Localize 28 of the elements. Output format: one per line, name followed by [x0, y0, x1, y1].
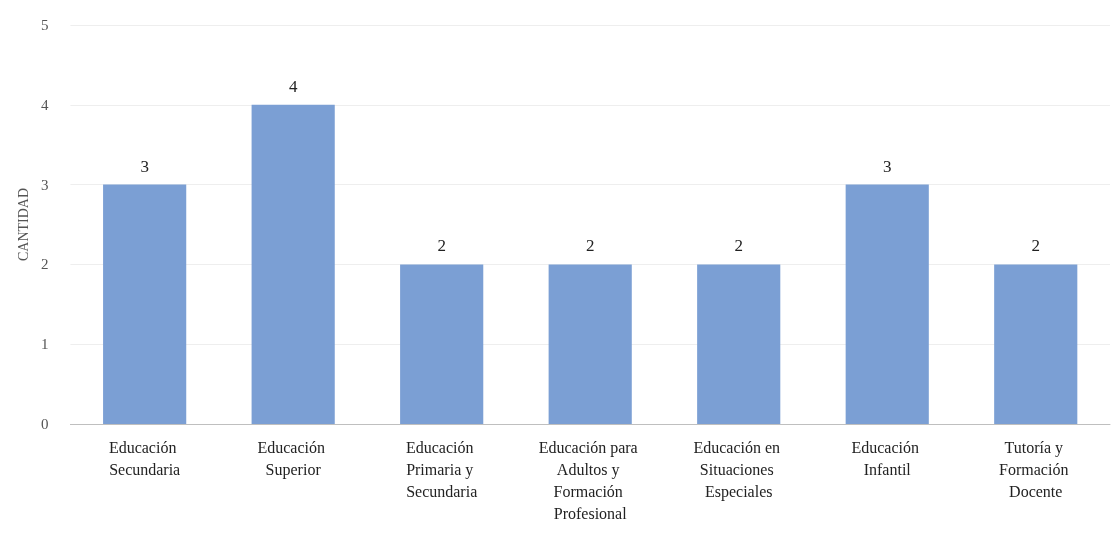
bar — [548, 264, 632, 424]
y-tick-label: 3 — [40, 176, 49, 193]
x-tick-label: Educación Infantil — [851, 438, 923, 478]
data-label: 2 — [1031, 236, 1040, 256]
x-tick-label: Tutoría y Formación Docente — [999, 438, 1073, 500]
bar — [994, 264, 1078, 424]
bar — [251, 104, 335, 424]
data-label: 2 — [585, 236, 595, 256]
bar — [400, 264, 484, 424]
data-label: 4 — [288, 76, 298, 96]
y-tick-label: 0 — [40, 416, 49, 432]
bar — [103, 184, 187, 424]
x-tick-label: Educación Secundaria — [108, 438, 181, 478]
y-axis-title: CANTIDAD — [15, 187, 31, 262]
x-tick-label: Educación Superior — [257, 438, 329, 479]
data-label: 2 — [437, 236, 446, 256]
y-tick-label: 5 — [40, 17, 49, 33]
data-label: 2 — [734, 236, 743, 256]
bar — [845, 184, 929, 424]
x-tick-label: Educación en Situaciones Especiales — [693, 438, 785, 501]
x-tick-label: Educación para Adultos y Formación Profesional — [538, 438, 642, 522]
y-tick-label: 4 — [40, 96, 49, 113]
y-tick-label: 1 — [40, 336, 49, 353]
bar — [697, 264, 781, 424]
y-tick-label: 2 — [40, 256, 49, 273]
x-tick-label: Educación Primaria y Secundaria — [405, 438, 478, 500]
data-label: 3 — [882, 156, 892, 176]
data-label: 3 — [140, 156, 149, 176]
